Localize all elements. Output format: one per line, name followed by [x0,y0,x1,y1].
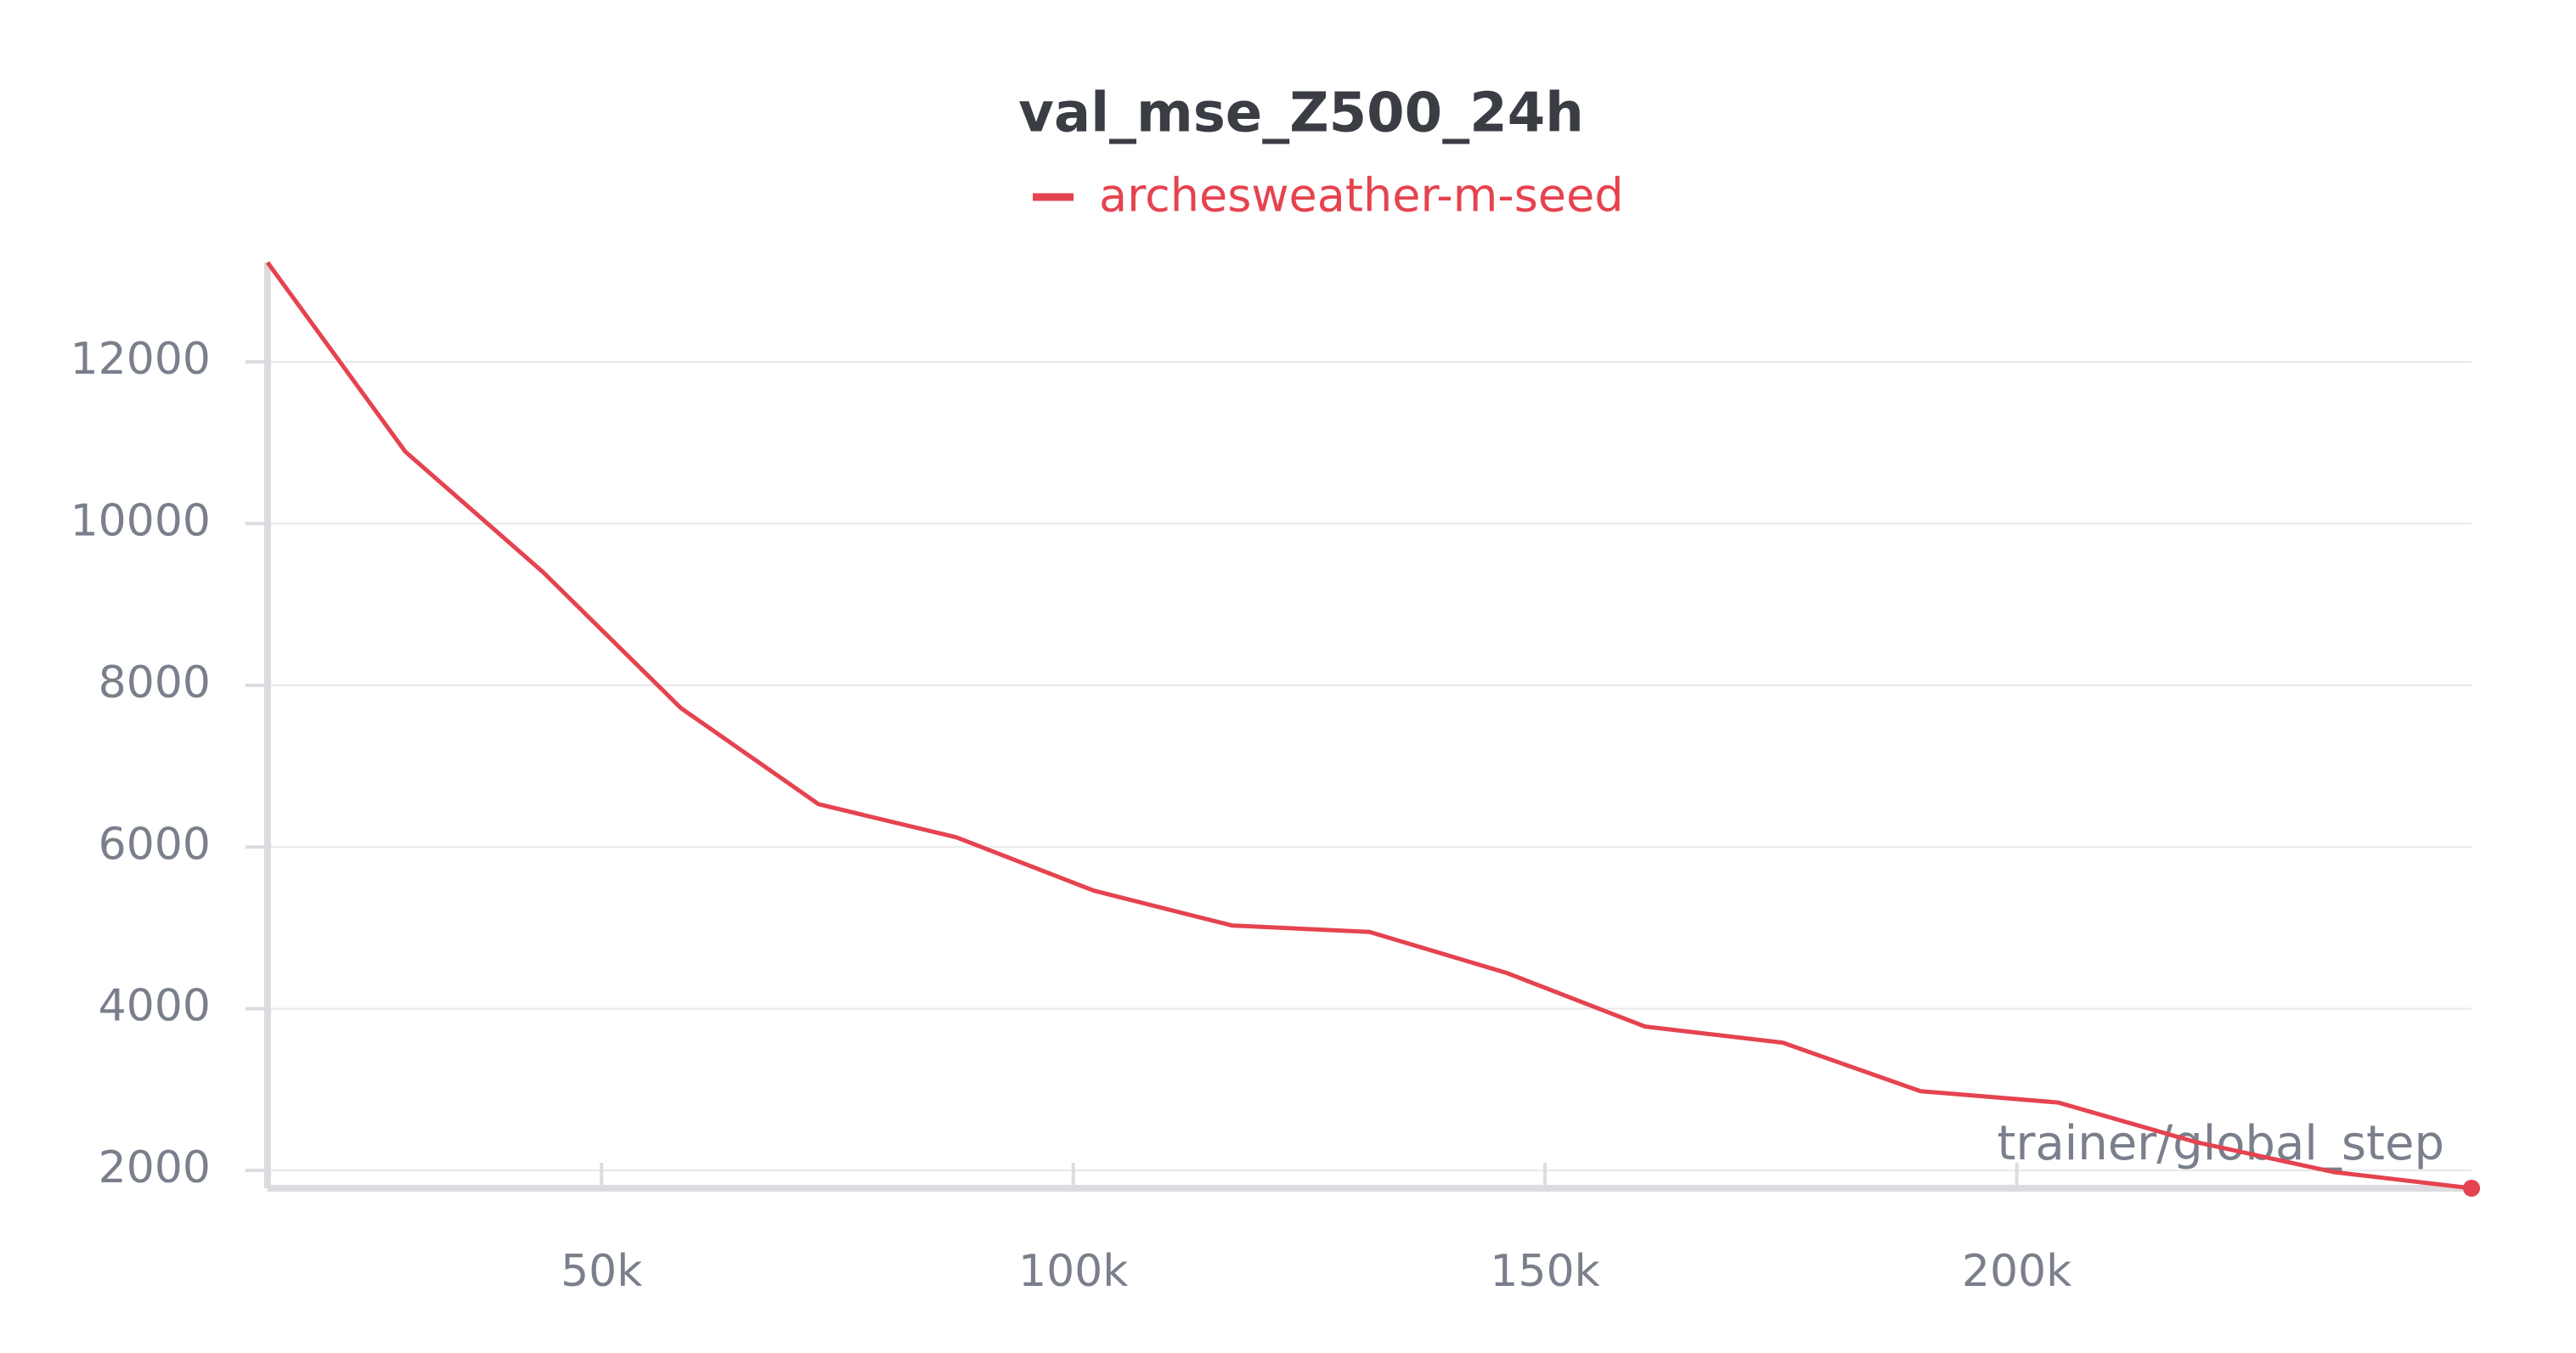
x-tick-label: 150k [1490,1246,1599,1297]
y-tick-label: 10000 [70,495,211,546]
legend-label: archesweather-m-seed [1099,169,1624,223]
x-axis-label: trainer/global_step [1997,1116,2444,1171]
data-line [265,261,2472,1191]
y-tick-label: 4000 [99,981,211,1032]
end-point [2463,1180,2480,1197]
x-tick-label: 200k [1962,1246,2072,1297]
y-tick-label: 2000 [99,1142,211,1193]
chart-title: val_mse_Z500_24h [1018,82,1584,145]
x-tick-label: 50k [561,1246,642,1297]
y-tick-label: 12000 [70,334,211,385]
x-tick-label: 100k [1018,1246,1128,1297]
y-tick-label: 8000 [99,657,211,708]
y-tick-label: 6000 [99,819,211,870]
